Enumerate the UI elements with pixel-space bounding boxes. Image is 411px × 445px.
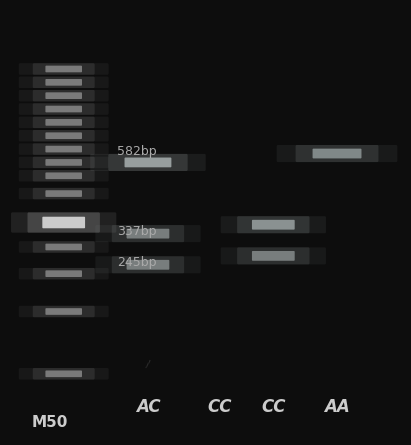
FancyBboxPatch shape — [221, 216, 326, 233]
FancyBboxPatch shape — [45, 271, 82, 277]
FancyBboxPatch shape — [296, 145, 379, 162]
FancyBboxPatch shape — [19, 268, 109, 279]
FancyBboxPatch shape — [45, 105, 82, 112]
FancyBboxPatch shape — [33, 77, 95, 88]
FancyBboxPatch shape — [19, 306, 109, 317]
FancyBboxPatch shape — [112, 256, 184, 273]
FancyBboxPatch shape — [277, 145, 397, 162]
FancyBboxPatch shape — [19, 368, 109, 380]
FancyBboxPatch shape — [95, 256, 201, 273]
FancyBboxPatch shape — [112, 225, 184, 242]
FancyBboxPatch shape — [45, 159, 82, 166]
FancyBboxPatch shape — [33, 268, 95, 279]
FancyBboxPatch shape — [33, 241, 95, 253]
Text: 337bp: 337bp — [117, 225, 157, 238]
Text: 582bp: 582bp — [117, 145, 157, 158]
FancyBboxPatch shape — [90, 154, 206, 171]
FancyBboxPatch shape — [252, 220, 295, 230]
FancyBboxPatch shape — [19, 170, 109, 182]
FancyBboxPatch shape — [45, 172, 82, 179]
FancyBboxPatch shape — [45, 190, 82, 197]
FancyBboxPatch shape — [19, 63, 109, 75]
FancyBboxPatch shape — [45, 92, 82, 99]
FancyBboxPatch shape — [45, 370, 82, 377]
Text: /: / — [145, 360, 151, 370]
FancyBboxPatch shape — [19, 103, 109, 115]
FancyBboxPatch shape — [33, 130, 95, 142]
Text: AA: AA — [324, 398, 350, 416]
FancyBboxPatch shape — [33, 368, 95, 380]
FancyBboxPatch shape — [127, 260, 169, 270]
FancyBboxPatch shape — [33, 188, 95, 199]
FancyBboxPatch shape — [45, 79, 82, 85]
FancyBboxPatch shape — [11, 212, 116, 233]
FancyBboxPatch shape — [33, 63, 95, 75]
Text: CC: CC — [261, 398, 286, 416]
FancyBboxPatch shape — [237, 216, 309, 233]
FancyBboxPatch shape — [19, 241, 109, 253]
FancyBboxPatch shape — [237, 247, 309, 264]
FancyBboxPatch shape — [45, 244, 82, 251]
FancyBboxPatch shape — [108, 154, 187, 171]
FancyBboxPatch shape — [45, 132, 82, 139]
FancyBboxPatch shape — [19, 90, 109, 101]
FancyBboxPatch shape — [312, 149, 362, 158]
FancyBboxPatch shape — [33, 170, 95, 182]
FancyBboxPatch shape — [45, 308, 82, 315]
FancyBboxPatch shape — [33, 157, 95, 168]
FancyBboxPatch shape — [19, 130, 109, 142]
FancyBboxPatch shape — [33, 306, 95, 317]
Text: CC: CC — [208, 398, 232, 416]
FancyBboxPatch shape — [19, 117, 109, 128]
Text: M50: M50 — [31, 415, 67, 430]
FancyBboxPatch shape — [45, 119, 82, 125]
FancyBboxPatch shape — [19, 143, 109, 155]
FancyBboxPatch shape — [45, 146, 82, 152]
FancyBboxPatch shape — [19, 157, 109, 168]
FancyBboxPatch shape — [33, 117, 95, 128]
FancyBboxPatch shape — [125, 158, 171, 167]
FancyBboxPatch shape — [95, 225, 201, 242]
FancyBboxPatch shape — [42, 217, 85, 228]
FancyBboxPatch shape — [19, 77, 109, 88]
FancyBboxPatch shape — [252, 251, 295, 261]
FancyBboxPatch shape — [28, 212, 100, 233]
FancyBboxPatch shape — [127, 229, 169, 239]
Text: AC: AC — [136, 398, 160, 416]
FancyBboxPatch shape — [19, 188, 109, 199]
FancyBboxPatch shape — [33, 103, 95, 115]
FancyBboxPatch shape — [33, 143, 95, 155]
FancyBboxPatch shape — [33, 90, 95, 101]
FancyBboxPatch shape — [45, 65, 82, 72]
FancyBboxPatch shape — [221, 247, 326, 264]
Text: 245bp: 245bp — [117, 256, 157, 269]
